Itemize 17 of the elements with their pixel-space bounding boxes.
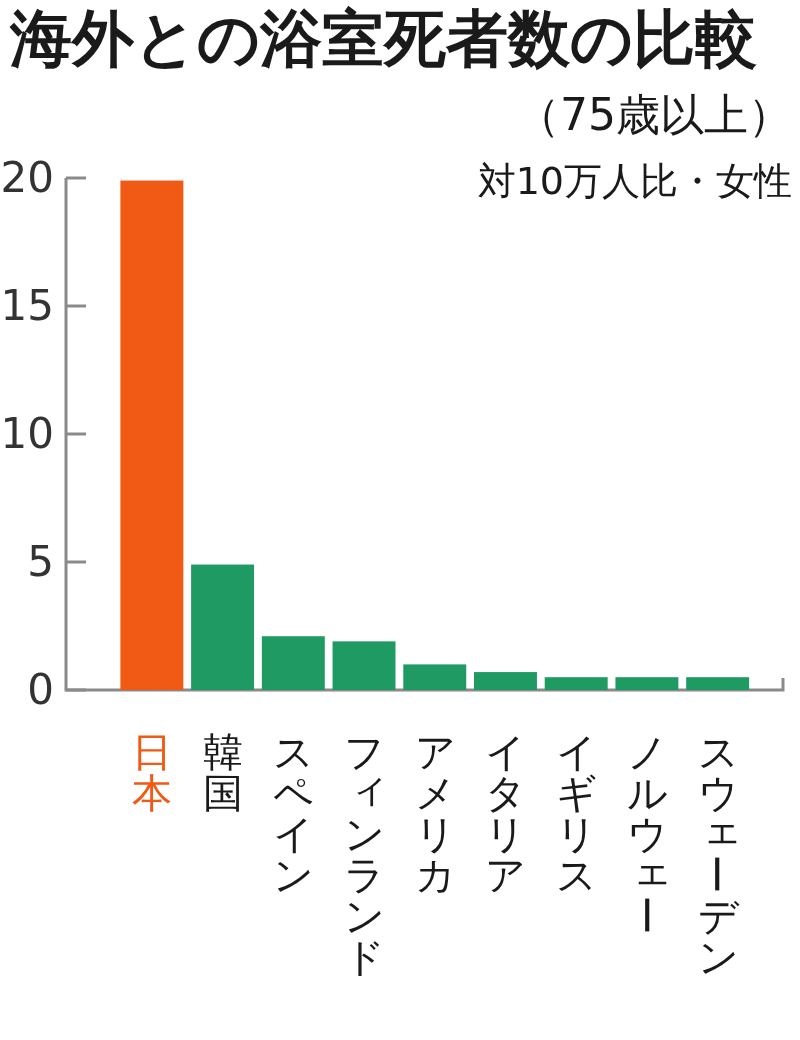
y-tick-label: 20 <box>0 153 54 202</box>
chart-title: 海外との浴室死者数の比較 <box>9 2 757 75</box>
x-tick-label: スペイン <box>273 729 315 898</box>
x-tick-label: 日本 <box>131 729 172 816</box>
x-tick-label: アメリカ <box>414 729 456 898</box>
x-tick-label: ノルウェー <box>622 729 673 935</box>
y-tick-label: 10 <box>0 409 54 458</box>
x-tick-label: イギリス <box>556 729 598 898</box>
y-tick-label: 0 <box>27 665 54 714</box>
annotation: 対10万人比・女性 <box>477 159 792 203</box>
x-tick-label: イタリア <box>485 729 527 898</box>
x-tick-label: スウェーデン <box>693 729 744 980</box>
chart-subtitle: （75歳以上） <box>516 89 792 140</box>
x-tick-label: 韓国 <box>202 729 243 816</box>
y-tick-label: 15 <box>0 281 54 330</box>
y-tick-label: 5 <box>27 537 54 586</box>
x-tick-label: フィンランド <box>344 729 390 980</box>
